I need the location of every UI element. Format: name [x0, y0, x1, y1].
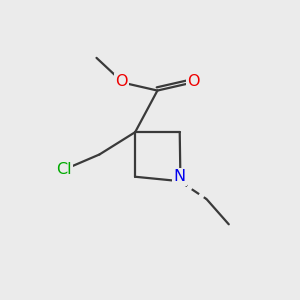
Text: Cl: Cl — [56, 162, 72, 177]
Text: O: O — [116, 74, 128, 89]
Text: N: N — [174, 169, 186, 184]
Text: O: O — [187, 74, 199, 89]
